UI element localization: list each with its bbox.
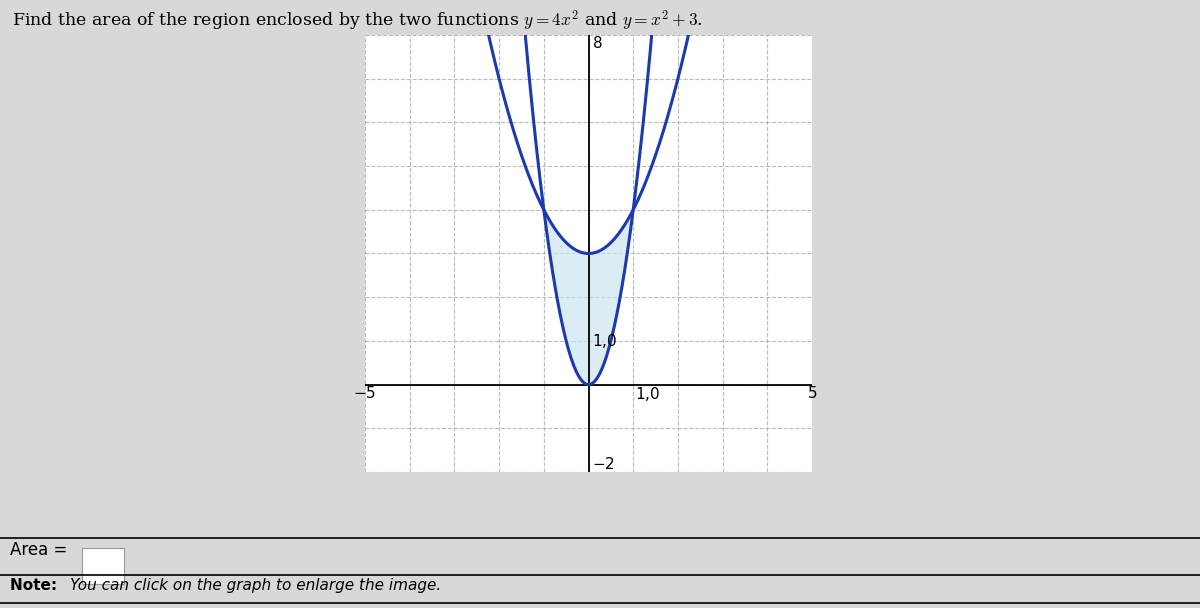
- Text: $1{,}0$: $1{,}0$: [592, 332, 617, 350]
- Text: $1{,}0$: $1{,}0$: [636, 385, 661, 402]
- Text: $5$: $5$: [806, 385, 817, 401]
- Text: You can click on the graph to enlarge the image.: You can click on the graph to enlarge th…: [70, 578, 440, 593]
- Text: $-5$: $-5$: [354, 385, 377, 401]
- Text: Area =: Area =: [10, 541, 67, 559]
- Text: Note:: Note:: [10, 578, 62, 593]
- Text: $-2$: $-2$: [592, 456, 614, 472]
- Text: Find the area of the region enclosed by the two functions $y = 4x^2$ and $y = x^: Find the area of the region enclosed by …: [12, 9, 703, 33]
- Text: $8$: $8$: [592, 35, 602, 51]
